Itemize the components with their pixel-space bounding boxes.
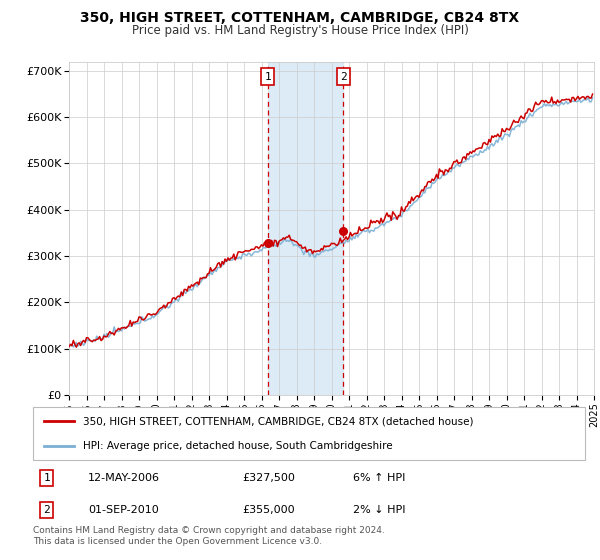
Text: Price paid vs. HM Land Registry's House Price Index (HPI): Price paid vs. HM Land Registry's House … (131, 24, 469, 36)
Text: 2: 2 (340, 72, 347, 82)
Text: 1: 1 (265, 72, 271, 82)
Text: 350, HIGH STREET, COTTENHAM, CAMBRIDGE, CB24 8TX: 350, HIGH STREET, COTTENHAM, CAMBRIDGE, … (80, 11, 520, 25)
Text: 01-SEP-2010: 01-SEP-2010 (88, 505, 159, 515)
Text: 12-MAY-2006: 12-MAY-2006 (88, 473, 160, 483)
Text: 350, HIGH STREET, COTTENHAM, CAMBRIDGE, CB24 8TX (detached house): 350, HIGH STREET, COTTENHAM, CAMBRIDGE, … (83, 417, 473, 427)
Text: 6% ↑ HPI: 6% ↑ HPI (353, 473, 406, 483)
Text: HPI: Average price, detached house, South Cambridgeshire: HPI: Average price, detached house, Sout… (83, 441, 392, 451)
Text: 2% ↓ HPI: 2% ↓ HPI (353, 505, 406, 515)
Text: Contains HM Land Registry data © Crown copyright and database right 2024.
This d: Contains HM Land Registry data © Crown c… (33, 526, 385, 546)
Text: 1: 1 (43, 473, 50, 483)
Text: £355,000: £355,000 (243, 505, 295, 515)
Bar (268, 62, 343, 395)
Text: £327,500: £327,500 (243, 473, 296, 483)
Text: 2: 2 (43, 505, 50, 515)
FancyBboxPatch shape (33, 407, 585, 460)
